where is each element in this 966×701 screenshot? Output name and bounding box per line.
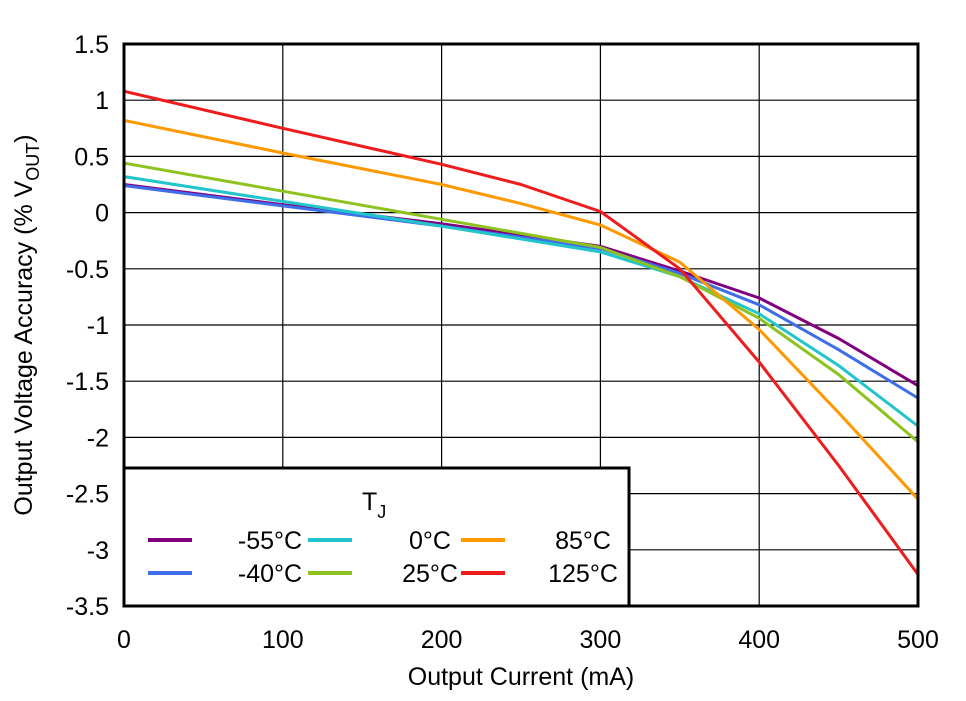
series-line <box>122 161 920 444</box>
y-tick-label: -3.5 <box>66 593 109 621</box>
legend-label: 125°C <box>548 560 618 588</box>
y-axis-tick-labels: 1.5 1 0.5 0 -0.5 -1 -1.5 -2 -2.5 -3 -3.5 <box>66 31 109 621</box>
y-tick-label: 1 <box>95 87 109 115</box>
series-line <box>122 89 920 576</box>
y-tick-label: 1.5 <box>74 31 109 59</box>
x-axis-tick-labels: 0 100 200 300 400 500 <box>117 626 939 654</box>
legend-label: 0°C <box>409 527 451 555</box>
x-tick-label: 200 <box>421 626 463 654</box>
legend-box <box>122 466 631 608</box>
y-tick-label: 0.5 <box>74 143 109 171</box>
y-tick-label: -1.5 <box>66 368 109 396</box>
data-series <box>122 89 920 576</box>
y-axis-title: Output Voltage Accuracy (% VOUT) <box>10 134 43 515</box>
legend-title: TJ <box>362 488 386 522</box>
x-tick-label: 0 <box>117 626 131 654</box>
series-line <box>122 183 920 388</box>
x-tick-label: 100 <box>262 626 304 654</box>
legend-title-main: T <box>362 488 377 516</box>
y-tick-label: 0 <box>95 200 109 228</box>
legend-label: -40°C <box>238 560 302 588</box>
legend-label: 85°C <box>555 527 611 555</box>
y-axis-title-subscript: OUT <box>23 143 43 181</box>
y-axis-title-suffix: ) <box>10 134 38 142</box>
x-axis-title: Output Current (mA) <box>408 663 634 691</box>
x-tick-label: 500 <box>897 626 939 654</box>
legend: TJ -55°C -40°C 0°C 25°C 85°C 125°C <box>122 466 631 608</box>
legend-entries: -55°C -40°C 0°C 25°C 85°C 125°C <box>148 527 618 588</box>
series-line <box>122 184 920 400</box>
x-tick-label: 300 <box>580 626 622 654</box>
x-tick-label: 400 <box>738 626 780 654</box>
legend-label: 25°C <box>402 560 458 588</box>
y-tick-label: -3 <box>87 537 109 565</box>
series-line <box>122 175 920 428</box>
y-tick-label: -1 <box>87 312 109 340</box>
y-axis-title-prefix: Output Voltage Accuracy (% V <box>10 180 38 515</box>
series-line <box>122 118 920 501</box>
legend-label: -55°C <box>238 527 302 555</box>
y-tick-label: -0.5 <box>66 256 109 284</box>
y-tick-label: -2.5 <box>66 481 109 509</box>
y-tick-label: -2 <box>87 424 109 452</box>
legend-title-subscript: J <box>377 502 386 522</box>
